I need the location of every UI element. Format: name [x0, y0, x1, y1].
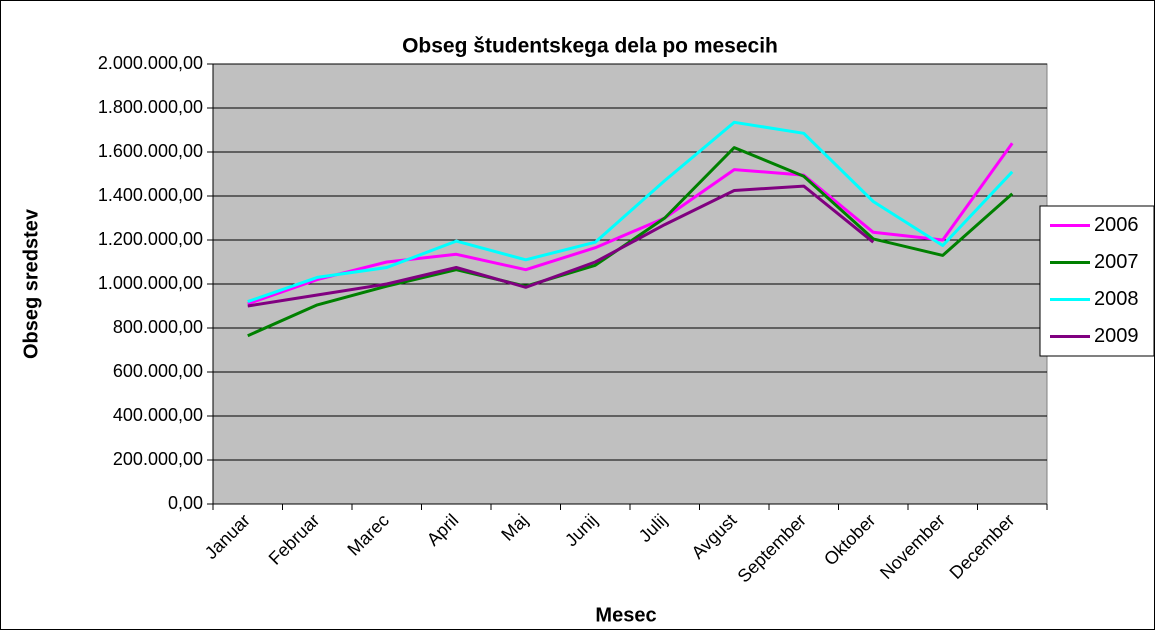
series-line — [247, 120, 1014, 304]
y-tick-label: 800.000,00 — [113, 317, 203, 337]
y-tick-label: 1.800.000,00 — [98, 97, 203, 117]
y-tick-label: 600.000,00 — [113, 361, 203, 381]
y-axis-label: Obseg sredstev — [20, 208, 42, 359]
y-tick-label: 1.200.000,00 — [98, 229, 203, 249]
x-axis-label: Mesec — [595, 604, 656, 626]
y-tick-label: 1.000.000,00 — [98, 273, 203, 293]
chart-title: Obseg študentskega dela po mesecih — [402, 35, 778, 58]
legend-box — [1039, 205, 1155, 357]
y-tick-label: 0,00 — [168, 493, 203, 513]
y-tick-label: 200.000,00 — [113, 449, 203, 469]
y-tick-label: 400.000,00 — [113, 405, 203, 425]
y-tick-label: 1.600.000,00 — [98, 141, 203, 161]
series-line — [247, 184, 875, 308]
legend-label: 2009 — [1094, 325, 1139, 347]
legend-label: 2007 — [1094, 251, 1139, 273]
series-line — [247, 142, 1014, 306]
y-tick-label: 2.000.000,00 — [98, 53, 203, 73]
legend-label: 2006 — [1094, 214, 1139, 236]
y-tick-label: 1.400.000,00 — [98, 185, 203, 205]
legend-label: 2008 — [1094, 288, 1139, 310]
